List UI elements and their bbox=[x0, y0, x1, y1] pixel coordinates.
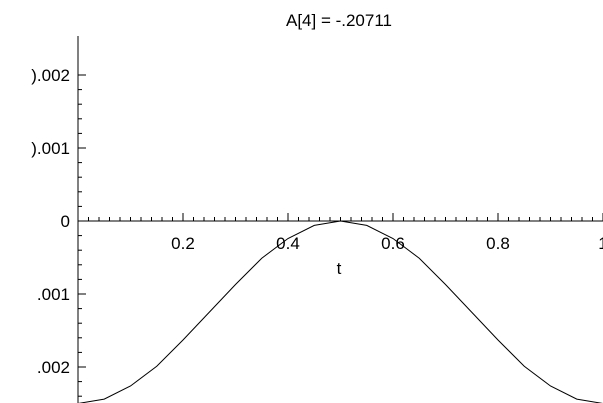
axis-ticks bbox=[78, 74, 603, 397]
chart-title: A[4] = -.20711 bbox=[286, 11, 392, 30]
y-tick-label: ).002 bbox=[31, 66, 70, 85]
x-tick-label: 1 bbox=[598, 234, 603, 253]
x-tick-label: 0.8 bbox=[486, 234, 510, 253]
x-tick-label: 0.4 bbox=[276, 234, 300, 253]
y-tick-label: 0 bbox=[61, 212, 70, 231]
y-tick-label: .001 bbox=[37, 285, 70, 304]
x-tick-labels: 0.2 0.4 0.6 0.8 1 bbox=[171, 234, 603, 253]
y-tick-label: .002 bbox=[37, 358, 70, 377]
x-tick-label: 0.6 bbox=[381, 234, 405, 253]
series-line bbox=[77, 220, 603, 403]
x-tick-label: 0.2 bbox=[171, 234, 195, 253]
y-tick-label: ).001 bbox=[31, 139, 70, 158]
x-axis-label: t bbox=[337, 259, 342, 278]
y-tick-labels: ).002 ).001 0 .001 .002 bbox=[31, 66, 70, 377]
